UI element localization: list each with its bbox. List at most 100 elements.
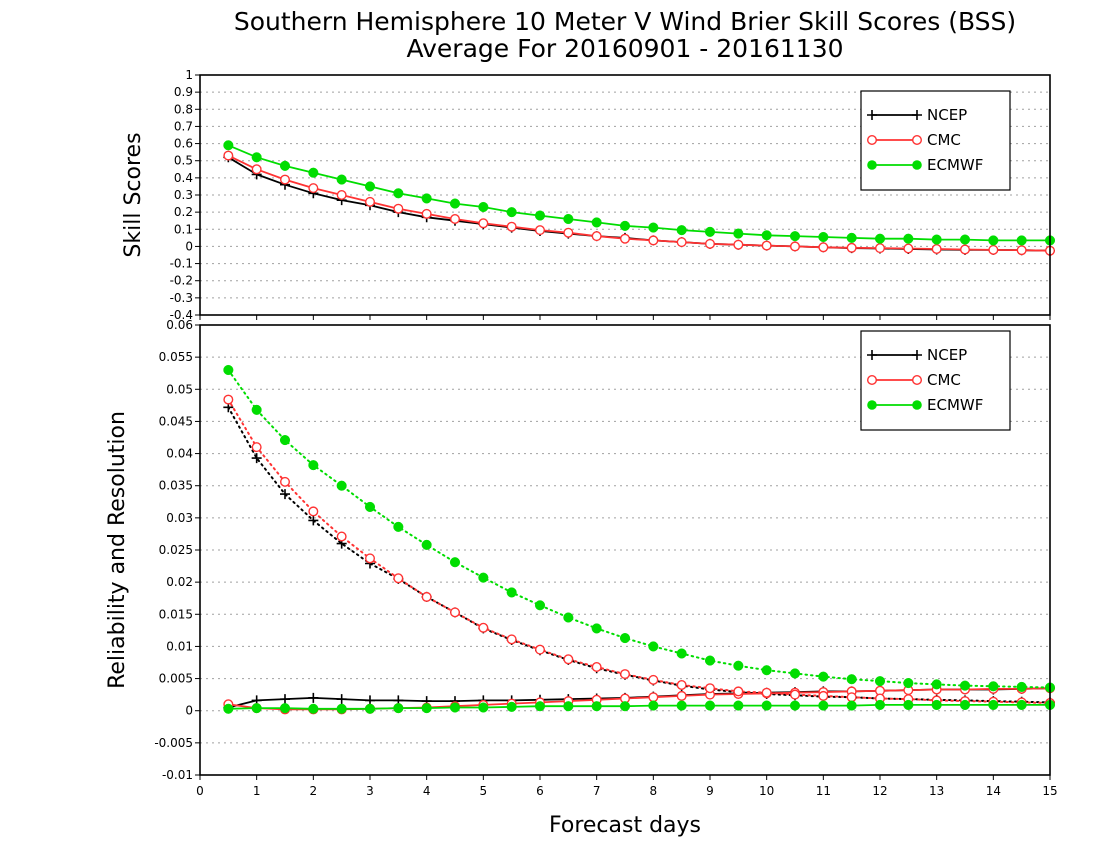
- bottom-x-tick-label: 0: [196, 784, 204, 798]
- data-point-ecmwf: [336, 480, 347, 491]
- data-point-ecmwf: [279, 435, 291, 446]
- data-point-cmc: [336, 189, 347, 200]
- legend-label-cmc: CMC: [927, 371, 961, 389]
- legend-marker-cmc: [867, 375, 878, 386]
- data-point-ecmwf: [506, 587, 517, 598]
- bottom-x-tick-label: 14: [986, 784, 1001, 798]
- data-point-cmc: [676, 680, 687, 691]
- data-point-ecmwf: [846, 674, 857, 685]
- bottom-x-tick-label: 4: [423, 784, 431, 798]
- bottom-y-tick-label: -0.01: [162, 768, 193, 782]
- data-point-cmc: [393, 203, 404, 214]
- data-point-ecmwf: [308, 167, 319, 178]
- bottom-x-tick-label: 11: [816, 784, 831, 798]
- data-point-ecmwf: [676, 648, 687, 659]
- data-point-ecmwf: [449, 557, 461, 568]
- data-point-cmc: [506, 221, 517, 232]
- data-point-cmc: [478, 218, 489, 229]
- data-point-cmc: [1016, 245, 1027, 256]
- bottom-y-tick-label: 0.025: [159, 543, 193, 557]
- data-point-ecmwf: [421, 193, 432, 204]
- data-point-ecmwf: [223, 703, 234, 714]
- data-point-ecmwf: [478, 572, 489, 583]
- data-point-cmc: [648, 235, 659, 246]
- data-point-ecmwf: [676, 225, 687, 236]
- data-point-ecmwf: [988, 235, 999, 246]
- data-point-cmc: [676, 237, 687, 248]
- data-point-ncep: [308, 515, 319, 526]
- data-point-ecmwf: [648, 641, 659, 652]
- data-point-ecmwf: [251, 703, 262, 714]
- bottom-y-tick-label: 0.02: [166, 575, 193, 589]
- data-point-ecmwf: [223, 140, 234, 151]
- data-point-ecmwf: [591, 217, 602, 228]
- bottom-y-tick-label: 0.04: [166, 447, 193, 461]
- data-point-ecmwf: [648, 222, 659, 233]
- data-point-ncep: [308, 692, 319, 703]
- data-point-ecmwf: [648, 700, 659, 711]
- data-point-ecmwf: [1016, 699, 1027, 710]
- data-point-ecmwf: [733, 700, 744, 711]
- data-point-cmc: [705, 238, 716, 249]
- top-y-tick-label: 0.2: [174, 205, 193, 219]
- legend-label-ncep: NCEP: [927, 106, 967, 124]
- series-line-ncep-resolution: [227, 406, 1051, 704]
- bottom-x-tick-label: 10: [759, 784, 774, 798]
- top-y-tick-label: -0.3: [170, 291, 193, 305]
- top-y-tick-label: -0.4: [170, 308, 193, 322]
- data-point-cmc: [591, 231, 602, 242]
- data-point-ecmwf: [279, 703, 291, 714]
- data-point-ecmwf: [563, 612, 574, 623]
- data-point-ecmwf: [364, 181, 376, 192]
- data-point-cmc: [393, 573, 404, 584]
- data-point-cmc: [280, 174, 291, 185]
- data-point-ecmwf: [733, 228, 744, 239]
- data-point-ecmwf: [931, 699, 942, 710]
- data-point-ecmwf: [393, 188, 404, 199]
- bottom-y-tick-label: 0.06: [166, 318, 193, 332]
- bottom-x-tick-label: 2: [310, 784, 318, 798]
- data-point-cmc: [535, 225, 546, 236]
- bottom-plot-frame: [199, 324, 1051, 776]
- data-point-ecmwf: [421, 703, 432, 714]
- legend-label-ecmwf: ECMWF: [927, 156, 983, 174]
- bottom-y-tick-label: 0: [185, 704, 193, 718]
- data-point-ecmwf: [223, 364, 234, 376]
- data-point-ecmwf: [818, 231, 829, 243]
- data-point-cmc: [478, 622, 489, 633]
- data-point-cmc: [790, 689, 801, 700]
- top-y-tick-label: 0.7: [174, 119, 193, 133]
- bottom-x-tick-label: 15: [1042, 784, 1057, 798]
- data-point-cmc: [336, 531, 347, 542]
- data-point-cmc: [450, 213, 461, 224]
- data-point-cmc: [591, 662, 602, 673]
- bottom-x-tick-label: 3: [366, 784, 374, 798]
- data-point-ecmwf: [818, 671, 829, 682]
- data-point-ecmwf: [591, 701, 602, 712]
- legend-marker-ncep: [912, 110, 922, 120]
- data-point-ecmwf: [789, 231, 801, 242]
- data-point-cmc: [450, 607, 461, 618]
- data-point-ecmwf: [449, 702, 461, 713]
- legend-marker-ecmwf: [867, 160, 877, 170]
- top-y-tick-label: 0.1: [174, 222, 193, 236]
- data-point-cmc: [903, 243, 914, 254]
- data-point-ecmwf: [534, 210, 546, 221]
- legend-marker-ncep: [912, 350, 922, 360]
- data-point-ecmwf: [789, 668, 801, 679]
- data-point-ecmwf: [789, 700, 801, 711]
- bottom-y-tick-label: 0.045: [159, 414, 193, 428]
- data-point-cmc: [960, 244, 971, 255]
- chart-title-line2: Average For 20160901 - 20161130: [406, 34, 843, 63]
- data-point-ecmwf: [704, 655, 716, 666]
- series-line-ecmwf-resolution: [227, 369, 1051, 689]
- data-point-ecmwf: [563, 213, 574, 225]
- legend-marker-cmc: [912, 375, 923, 386]
- data-point-ecmwf: [534, 701, 546, 712]
- data-point-cmc: [535, 644, 546, 655]
- bottom-x-tick-label: 8: [650, 784, 658, 798]
- top-y-tick-label: -0.2: [170, 274, 193, 288]
- data-point-cmc: [846, 692, 857, 703]
- data-point-cmc: [620, 669, 631, 680]
